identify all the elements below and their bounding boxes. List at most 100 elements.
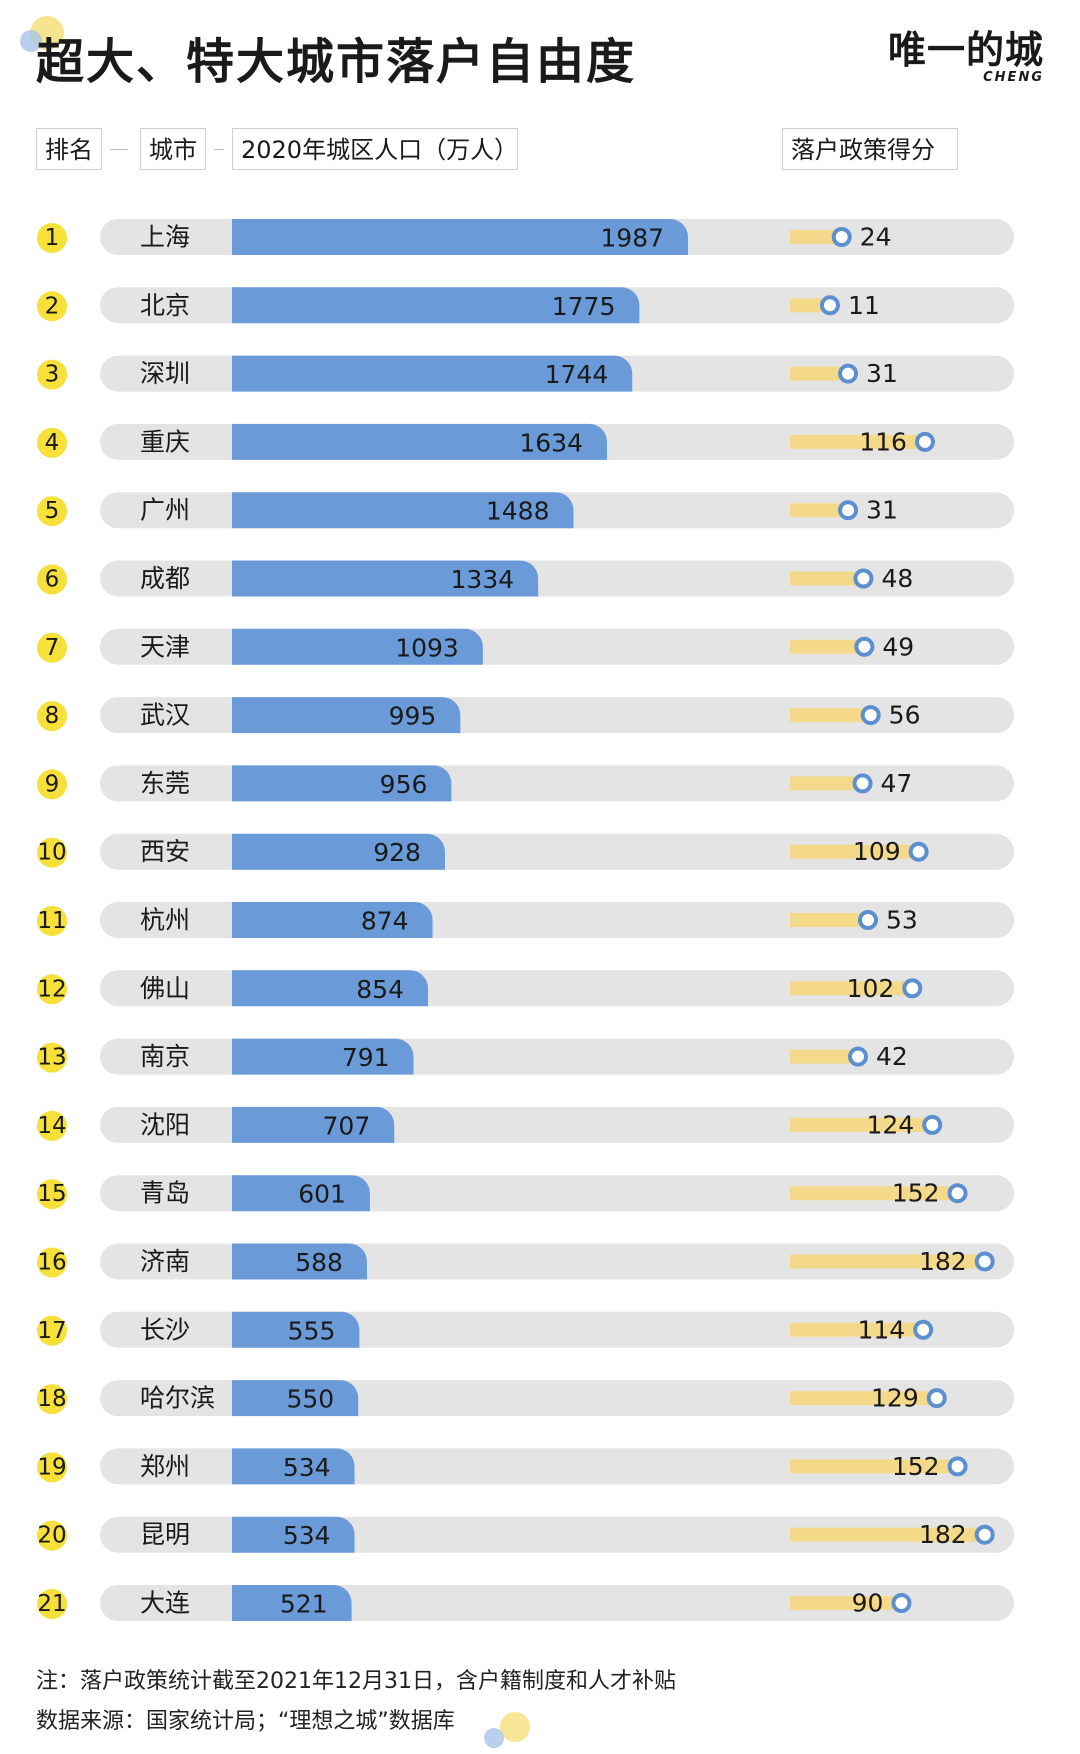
score-bar <box>790 776 855 791</box>
population-value: 1775 <box>552 292 616 321</box>
score-value: 182 <box>919 1520 967 1549</box>
score-marker <box>857 910 878 930</box>
rank-label: 17 <box>37 1318 66 1344</box>
footnotes: 注：落户政策统计截至2021年12月31日，含户籍制度和人才补贴 数据来源：国家… <box>36 1662 676 1742</box>
city-label: 深圳 <box>140 359 190 388</box>
city-label: 西安 <box>140 837 190 866</box>
score-marker <box>891 1593 912 1613</box>
population-value: 928 <box>373 838 421 867</box>
score-bar <box>790 230 834 244</box>
rank-badge <box>37 701 67 732</box>
population-value: 1334 <box>451 565 515 594</box>
score-marker <box>913 1319 934 1340</box>
population-bar <box>232 1106 395 1143</box>
rank-badge <box>37 496 67 527</box>
population-value: 588 <box>295 1248 343 1277</box>
header-city: 城市 <box>140 128 206 170</box>
rank-label: 8 <box>45 703 60 729</box>
score-bar <box>790 298 822 313</box>
score-bar <box>790 1459 950 1474</box>
rank-label: 5 <box>45 498 60 524</box>
rank-badge <box>37 1110 67 1141</box>
score-bar <box>790 571 856 586</box>
score-value: 152 <box>892 1179 940 1208</box>
score-marker <box>902 978 923 999</box>
brand-name: 唯一的城 <box>887 28 1044 72</box>
population-bar <box>232 560 539 597</box>
population-value: 707 <box>323 1111 371 1140</box>
city-label: 上海 <box>140 223 190 252</box>
city-label: 长沙 <box>140 1315 190 1344</box>
rank-badge <box>37 906 67 936</box>
score-bar <box>790 1527 977 1542</box>
population-bar <box>232 970 428 1007</box>
population-value: 1093 <box>395 633 459 662</box>
population-value: 555 <box>288 1316 336 1345</box>
score-marker <box>853 568 874 589</box>
score-value: 56 <box>889 701 921 730</box>
population-bar <box>232 628 483 665</box>
population-bar <box>232 423 608 460</box>
score-value: 116 <box>859 427 907 456</box>
rank-label: 19 <box>37 1454 66 1480</box>
city-label: 成都 <box>140 564 190 593</box>
score-marker <box>860 705 881 726</box>
rank-badge <box>37 1315 67 1346</box>
rank-badge <box>37 1589 67 1619</box>
score-bar <box>790 639 857 654</box>
rank-label: 18 <box>37 1386 66 1412</box>
score-bar <box>790 366 841 381</box>
city-label: 武汉 <box>140 701 190 730</box>
population-bar <box>232 355 633 392</box>
brand-logo: 唯一的城 CHENG <box>888 28 1044 85</box>
score-bar <box>790 1049 851 1064</box>
city-label: 南京 <box>140 1042 190 1071</box>
population-value: 534 <box>283 1453 331 1482</box>
header-rank: 排名 <box>36 128 102 170</box>
rank-badge <box>37 427 67 458</box>
population-value: 1634 <box>519 428 583 457</box>
decor-dot-yellow <box>500 1712 530 1742</box>
score-value: 31 <box>866 496 898 525</box>
score-bar <box>790 503 841 518</box>
rank-badge <box>37 223 67 253</box>
population-bar <box>232 902 433 938</box>
rank-label: 10 <box>37 840 66 866</box>
header-separator <box>110 149 128 150</box>
population-value: 601 <box>298 1180 346 1209</box>
rank-badge <box>37 1520 67 1551</box>
rank-label: 15 <box>37 1181 66 1207</box>
header-separator <box>214 149 224 150</box>
city-label: 大连 <box>140 1589 190 1618</box>
score-marker <box>926 1388 947 1409</box>
score-bar <box>790 981 905 996</box>
rank-badge <box>37 1384 67 1415</box>
rank-label: 20 <box>37 1523 66 1549</box>
rank-label: 9 <box>45 771 60 797</box>
score-marker <box>848 1046 869 1067</box>
score-marker <box>922 1114 943 1135</box>
header-score: 落户政策得分 <box>782 128 958 170</box>
score-marker <box>974 1524 995 1545</box>
rank-label: 3 <box>45 362 60 388</box>
rank-badge <box>37 1179 67 1210</box>
footnote-source: 数据来源：国家统计局；“理想之城”数据库 <box>36 1709 455 1734</box>
population-bar <box>232 833 445 870</box>
city-label: 昆明 <box>140 1520 190 1549</box>
header-population: 2020年城区人口（万人） <box>232 128 518 170</box>
score-marker <box>947 1183 968 1204</box>
score-value: 109 <box>853 837 901 866</box>
population-bar <box>232 1448 355 1485</box>
city-label: 哈尔滨 <box>140 1384 215 1413</box>
population-value: 521 <box>280 1590 328 1619</box>
score-value: 11 <box>848 291 880 320</box>
score-value: 124 <box>867 1110 915 1139</box>
population-value: 1744 <box>545 360 609 389</box>
score-marker <box>974 1251 995 1272</box>
score-bar <box>790 708 863 723</box>
population-bar <box>232 765 452 802</box>
score-bar <box>790 1596 894 1610</box>
score-marker <box>852 773 873 794</box>
score-value: 42 <box>876 1042 908 1071</box>
